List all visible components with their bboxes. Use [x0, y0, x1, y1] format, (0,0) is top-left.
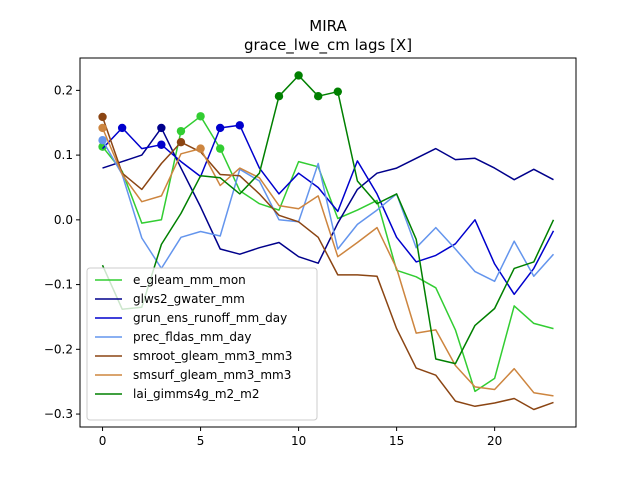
axes-frame: [79, 57, 577, 428]
legend-label-glws2_gwater_mm: glws2_gwater_mm: [133, 292, 245, 306]
series-line-grun_ens_runoff_mm_day: [101, 124, 555, 296]
series-layer: [98, 71, 555, 411]
x-tick-label: 0: [99, 434, 107, 448]
series-line-prec_fldas_mm_day: [101, 139, 555, 283]
point-marker-prec_fldas_mm_day-0: [98, 136, 107, 145]
y-tick-label: −0.3: [44, 407, 73, 421]
legend-label-smroot_gleam_mm3_mm3: smroot_gleam_mm3_mm3: [133, 349, 292, 363]
plot-area: 0 5 10 15 20 0.2 0.1 0.0 −0.1 −0.2 −0.3: [44, 57, 577, 448]
y-tick-label: 0.1: [54, 148, 73, 162]
point-marker-smroot_gleam_mm3_mm3-0: [98, 112, 107, 122]
point-marker-e_gleam_mm_mon-4: [176, 126, 186, 136]
chart-title: MIRA: [309, 17, 347, 35]
series-line-smroot_gleam_mm3_mm3: [101, 116, 554, 411]
x-tick-label: 15: [389, 434, 404, 448]
legend-label-lai_gimms4g_m2_m2: lai_gimms4g_m2_m2: [133, 387, 260, 401]
point-marker-grun_ens_runoff_mm_day-6: [215, 123, 225, 133]
legend-box: [86, 267, 318, 421]
x-tick-label: 10: [291, 434, 306, 448]
point-marker-grun_ens_runoff_mm_day-3: [157, 140, 166, 149]
x-tick-label: 20: [487, 434, 502, 448]
series-line-lai_gimms4g_m2_m2: [101, 74, 555, 365]
series-line-smsurf_gleam_mm3_mm3: [101, 127, 554, 397]
point-marker-smroot_gleam_mm3_mm3-4: [176, 137, 186, 147]
point-marker-lai_gimms4g_m2_m2-10: [294, 71, 303, 80]
point-marker-grun_ens_runoff_mm_day-1: [117, 123, 127, 133]
point-marker-glws2_gwater_mm-3: [157, 123, 166, 133]
x-tick-label: 5: [197, 434, 205, 448]
legend: e_gleam_mm_mon glws2_gwater_mm grun_ens_ru…: [86, 267, 318, 421]
axes-layer: 0 5 10 15 20 0.2 0.1 0.0 −0.1 −0.2 −0.3: [44, 57, 577, 448]
legend-label-prec_fldas_mm_day: prec_fldas_mm_day: [133, 330, 252, 344]
point-marker-smsurf_gleam_mm3_mm3-0: [98, 123, 107, 133]
y-tick-label: 0.2: [54, 83, 73, 97]
legend-label-grun_ens_runoff_mm_day: grun_ens_runoff_mm_day: [133, 311, 287, 325]
point-marker-grun_ens_runoff_mm_day-7: [235, 121, 244, 130]
legend-label-e_gleam_mm_mon: e_gleam_mm_mon: [133, 273, 246, 287]
y-tick-label: 0.0: [54, 213, 73, 227]
y-tick-label: −0.2: [44, 342, 73, 356]
point-marker-lai_gimms4g_m2_m2-9: [274, 91, 284, 101]
point-marker-lai_gimms4g_m2_m2-11: [313, 91, 323, 101]
chart-subtitle: grace_lwe_cm lags [X]: [244, 36, 412, 55]
legend-label-smsurf_gleam_mm3_mm3: smsurf_gleam_mm3_mm3: [133, 368, 291, 382]
point-marker-lai_gimms4g_m2_m2-12: [333, 87, 343, 96]
y-tick-label: −0.1: [44, 278, 73, 292]
point-marker-smsurf_gleam_mm3_mm3-5: [196, 144, 205, 153]
point-marker-e_gleam_mm_mon-6: [215, 144, 225, 153]
point-marker-e_gleam_mm_mon-5: [196, 112, 205, 121]
